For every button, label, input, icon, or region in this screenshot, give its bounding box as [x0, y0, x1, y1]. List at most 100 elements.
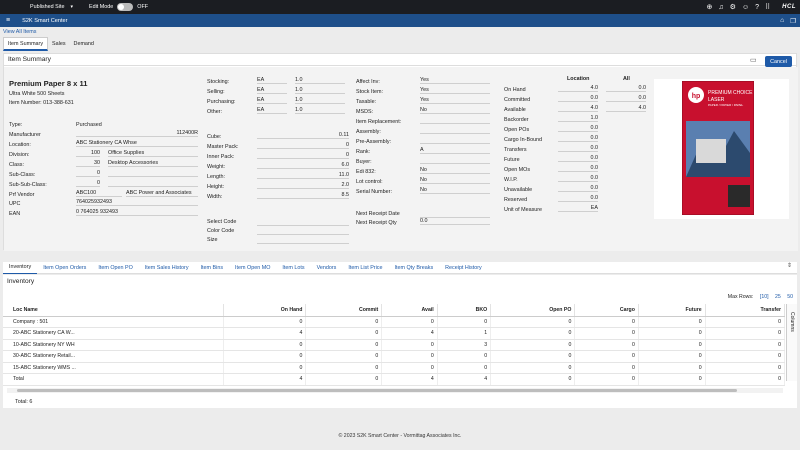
- column-header[interactable]: Open PO: [490, 304, 576, 317]
- column-header[interactable]: Transfer: [705, 304, 786, 317]
- table-cell: 4: [223, 327, 307, 340]
- table-cell: 0: [381, 350, 438, 363]
- table-row[interactable]: 30-ABC Stationery Retail... 0 0 0 0 0 0 0 0: [3, 350, 786, 363]
- user-icon[interactable]: ☺: [741, 3, 750, 11]
- uom-unit: EA: [257, 107, 287, 114]
- subclass-code: 0: [76, 170, 100, 177]
- tab-sales[interactable]: Sales: [52, 41, 66, 47]
- columns-toggle[interactable]: Columns: [786, 304, 797, 381]
- tab-item-open-po[interactable]: Item Open PO: [98, 264, 133, 271]
- column-header[interactable]: Commit: [305, 304, 383, 317]
- table-row[interactable]: 15-ABC Stationery WMS ... 0 0 0 0 0 0 0 0: [3, 362, 786, 374]
- location-name-cell: 30-ABC Stationery Retail...: [3, 350, 224, 363]
- location-value: ABC Stationery CA Whse: [76, 140, 198, 147]
- qty-location-value: 4.0: [558, 105, 598, 112]
- column-header[interactable]: Future: [638, 304, 706, 317]
- qty-label: Future: [504, 157, 520, 163]
- tab-item-sales-history[interactable]: Item Sales History: [144, 264, 189, 271]
- tab-inventory[interactable]: Inventory: [3, 262, 38, 274]
- table-cell: 0: [574, 350, 639, 363]
- cancel-button[interactable]: Cancel: [765, 56, 792, 67]
- table-cell: 0: [305, 316, 383, 328]
- table-cell: 4: [223, 373, 307, 386]
- column-header[interactable]: Avail: [381, 304, 438, 317]
- tab-item-lots[interactable]: Item Lots: [282, 264, 305, 271]
- published-site-selector[interactable]: Published Site: [30, 4, 65, 10]
- help-icon[interactable]: ?: [755, 3, 760, 11]
- table-cell: 0: [705, 362, 786, 374]
- view-all-items-link[interactable]: View All Items: [3, 29, 37, 35]
- box-line-1: PREMIUM CHOICE: [708, 90, 753, 96]
- bookmark-icon[interactable]: ❐: [790, 17, 796, 25]
- table-cell: 0: [223, 316, 307, 328]
- qty-label: Available: [504, 107, 526, 113]
- pri-vendor-code: ABC100: [76, 190, 122, 197]
- dim-label: Inner Pack:: [207, 154, 235, 160]
- table-cell: 0: [490, 339, 576, 351]
- flag-value: A: [420, 147, 490, 154]
- max-rows-50[interactable]: 50: [787, 294, 793, 300]
- qty-location-value: EA: [558, 205, 598, 212]
- tab-vendors[interactable]: Vendors: [316, 264, 337, 271]
- box-line-3: PAPER / PAPIER / PAPEL: [708, 103, 744, 107]
- home-icon[interactable]: ⌂: [780, 17, 785, 24]
- folder-icon[interactable]: ▭: [750, 57, 757, 64]
- menu-icon[interactable]: ≡: [6, 17, 11, 24]
- tab-demand[interactable]: Demand: [73, 41, 94, 47]
- size-label: Size: [207, 237, 218, 243]
- qty-location-value: 0.0: [558, 175, 598, 182]
- dim-label: Master Pack:: [207, 144, 239, 150]
- bell-icon[interactable]: ♫: [718, 3, 724, 11]
- collapse-icon[interactable]: ⇕: [786, 263, 792, 269]
- ean-value: 0 764025 932493: [76, 209, 198, 216]
- flag-label: Pre-Assembly:: [356, 139, 392, 145]
- qty-location-value: 1.0: [558, 115, 598, 122]
- tab-item-summary[interactable]: Item Summary: [3, 37, 49, 51]
- flag-value: Yes: [420, 87, 490, 94]
- table-cell: 0: [437, 350, 492, 363]
- division-label: Division:: [9, 152, 30, 158]
- horizontal-scrollbar[interactable]: [7, 388, 783, 393]
- tab-item-open-orders[interactable]: Item Open Orders: [43, 264, 87, 271]
- size-value: [257, 237, 349, 244]
- settings-icon[interactable]: ⚙: [729, 4, 736, 11]
- max-rows-10[interactable]: [10]: [759, 294, 769, 300]
- edit-mode-toggle[interactable]: [117, 3, 134, 11]
- grid-icon[interactable]: ⠿: [765, 4, 771, 11]
- column-header[interactable]: Cargo: [574, 304, 639, 317]
- class-code: 30: [76, 160, 100, 167]
- max-rows-25[interactable]: 25: [774, 294, 781, 300]
- dim-value: 0: [257, 142, 349, 149]
- qty-all-value: 0.0: [606, 85, 646, 92]
- table-row[interactable]: 20-ABC Stationery CA W... 4 0 4 1 0 0 0 0: [3, 327, 786, 340]
- tab-receipt-history[interactable]: Receipt History: [445, 264, 482, 271]
- table-cell: 0: [437, 362, 492, 374]
- tab-item-list-price[interactable]: Item List Price: [348, 264, 383, 271]
- item-number: Item Number: 013-388-631: [9, 100, 74, 106]
- uom-label: Other:: [207, 109, 222, 115]
- table-cell: 4: [381, 327, 438, 340]
- next-receipt-qty-label: Next Receipt Qty: [356, 220, 397, 226]
- type-label: Type:: [9, 122, 23, 128]
- table-row[interactable]: Total 4 0 4 4 0 0 0 0: [3, 373, 786, 386]
- dim-value: 2.0: [257, 182, 349, 189]
- table-row[interactable]: Company : 501 0 0 0 0 0 0 0 0: [3, 316, 786, 328]
- flag-label: Taxable:: [356, 99, 377, 105]
- scrollbar-thumb[interactable]: [17, 389, 737, 392]
- column-header[interactable]: Loc Name: [3, 304, 224, 317]
- tab-item-bins[interactable]: Item Bins: [200, 264, 224, 271]
- dim-value: 11.0: [257, 172, 349, 179]
- location-name-cell: 20-ABC Stationery CA W...: [3, 327, 224, 340]
- paper-box-image: hp PREMIUM CHOICE LASER PAPER / PAPIER /…: [682, 81, 754, 215]
- globe-icon[interactable]: ⊕: [706, 4, 713, 11]
- qty-label: Unit of Measure: [504, 207, 543, 213]
- tab-item-open-mo[interactable]: Item Open MO: [235, 264, 271, 271]
- column-header[interactable]: On Hand: [223, 304, 307, 317]
- tab-item-qty-breaks[interactable]: Item Qty Breaks: [394, 264, 434, 271]
- column-header[interactable]: BKO: [437, 304, 492, 317]
- table-row[interactable]: 10-ABC Stationery NY WH 0 0 0 3 0 0 0 0: [3, 339, 786, 351]
- qty-location-value: 0.0: [558, 165, 598, 172]
- chevron-down-icon[interactable]: ▾: [70, 4, 73, 10]
- product-name: Premium Paper 8 x 11: [9, 79, 88, 88]
- color-code-label: Color Code: [207, 228, 235, 234]
